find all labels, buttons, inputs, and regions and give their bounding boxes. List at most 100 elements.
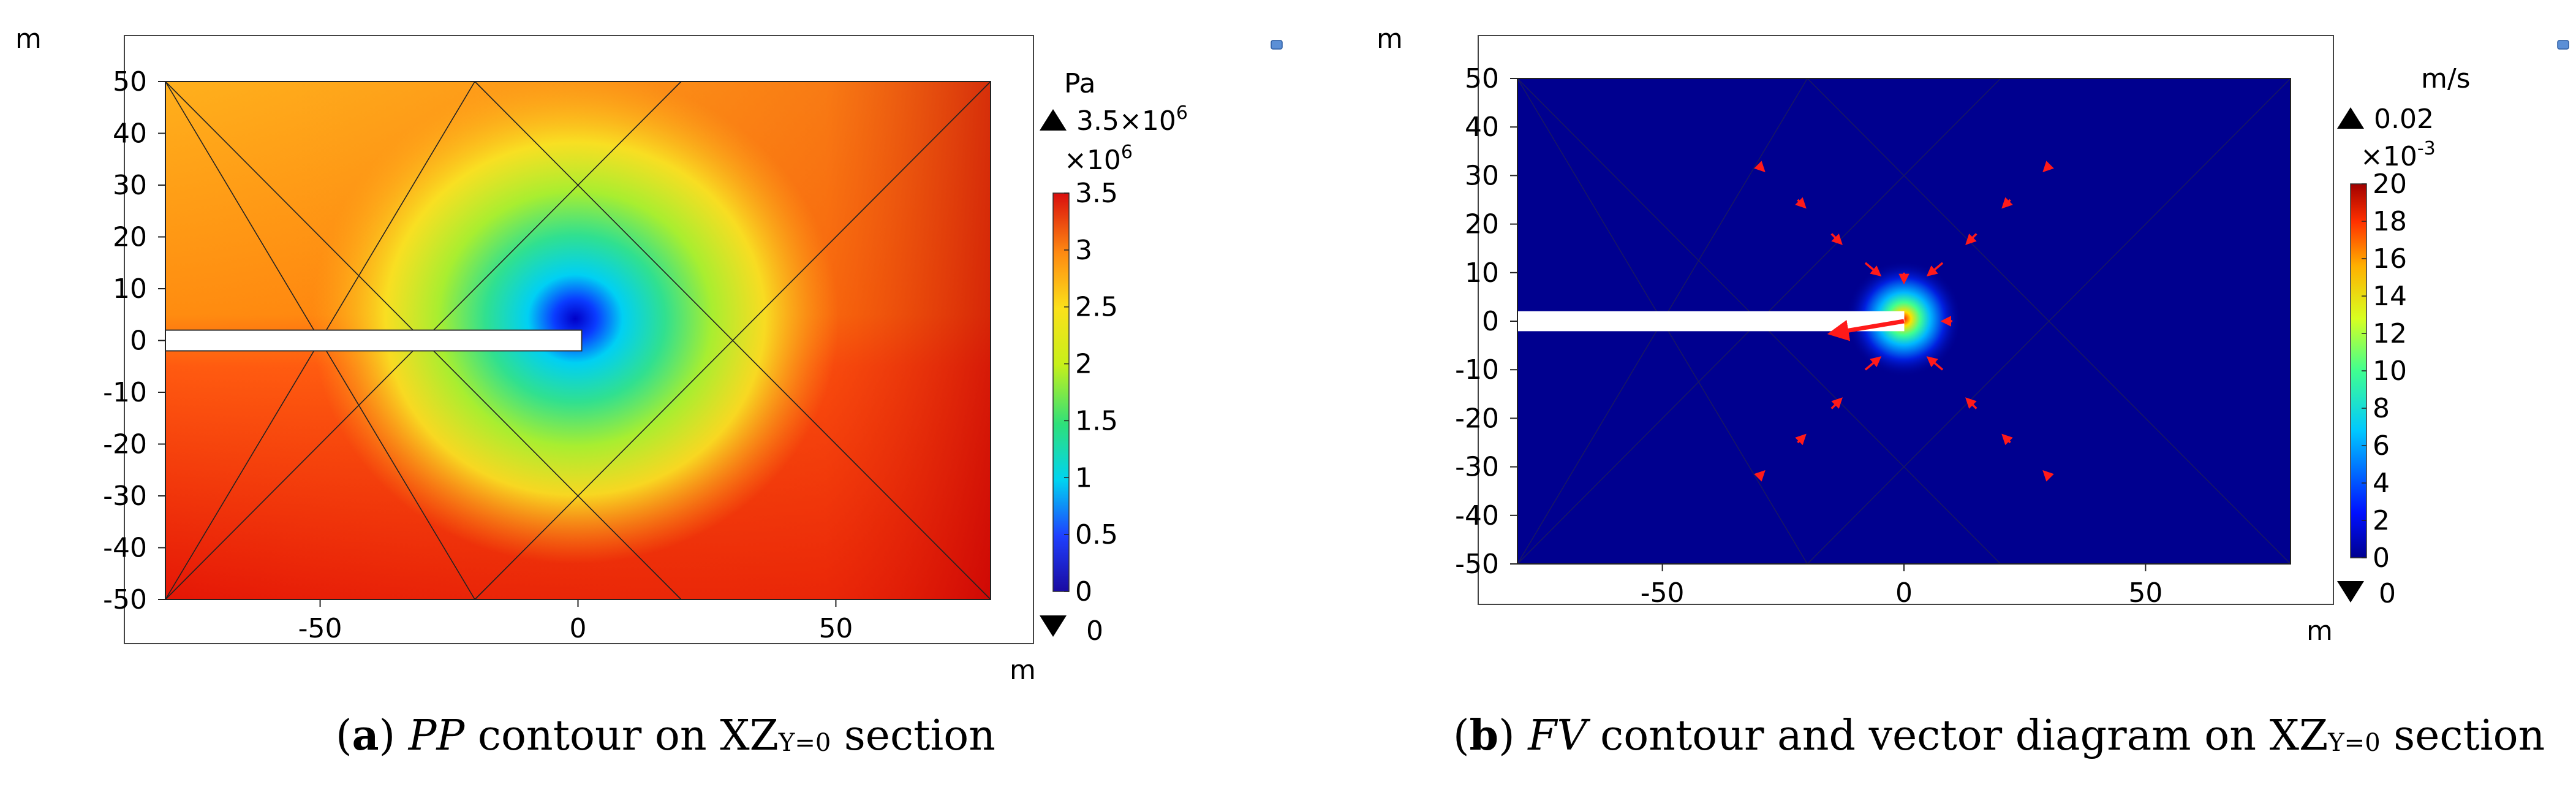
panel-a-y-unit: m [15,23,42,55]
panel-a-ytick-label: 50 [113,66,147,97]
panel-b-xtick-label: 50 [2128,577,2162,609]
panel-b-flow-vector [1926,262,1944,277]
panel-a-ytick-label: 0 [130,325,147,357]
panel-b-multiplier: ×10-3 [2360,138,2436,172]
panel-a-tunnel [165,329,583,352]
panel-b-xtick-label: -50 [1641,577,1685,609]
panel-a-badge-icon [1271,40,1283,50]
panel-a-colorbar: Pa 3.5×106 ×106 0 0.5 1 1.5 2 2.5 3 3.5 0 [1040,68,1188,647]
panel-a-colorbar-tick-label: 0.5 [1075,519,1118,550]
panel-b-colorbar-tick-label: 16 [2373,243,2407,275]
panel-b-tunnel [1517,311,1905,332]
panel-a-colorbar-bar [1052,192,1070,592]
panel-a-colorbar-tick-label: 0 [1075,576,1092,607]
panel-a-colorbar-tick-label: 2.5 [1075,292,1118,323]
panel-b-mesh-line [1807,78,2291,565]
panel-a-colorbar-ticks: 0 0.5 1 1.5 2 2.5 3 3.5 [1064,178,1118,607]
panel-b-colorbar-tick-label: 18 [2373,206,2407,237]
panel-a-colorbar-unit: Pa [1064,68,1096,99]
panel-a-max-triangle-icon [1040,109,1067,131]
panel-a-min-label: 0 [1086,615,1103,647]
panel-b-flow-vector [1830,233,1843,245]
panel-b-y-unit: m [1377,23,1403,55]
panel-b-flow-vector [1827,319,1905,341]
panel-a-ytick-label: -20 [103,429,147,460]
panel-b-flow-vector [2001,197,2013,209]
panel-a-ytick-label: -30 [103,481,147,512]
panel-b-flow-vector [1864,262,1882,277]
panel-b-ytick-label: -50 [1455,549,1499,580]
panel-b-min-triangle-icon [2337,581,2364,603]
panel-b-ytick-label: 30 [1465,160,1499,191]
panel-a-frame [124,35,1034,644]
panel-b-axis-ticks: -50 -40 -30 -20 -10 0 10 20 30 40 50 -50 0 50 [1455,63,2162,609]
panel-b-colorbar-tick-label: 12 [2373,318,2407,349]
panel-b-max-label: 0.02 [2374,104,2434,135]
panel-b-ytick-label: 20 [1465,209,1499,240]
panel-b-colorbar-tick-label: 2 [2373,505,2390,536]
panel-a-caption-sub: Y=0 [778,729,831,757]
panel-a-min-triangle-icon [1040,615,1067,637]
panel-a-caption-label: a [352,711,379,760]
panel-a-xtick-label: 50 [818,613,853,644]
panel-b-flow-vector [1965,397,1977,409]
panel-a-caption-text-post: section [844,712,995,760]
panel-b-flow-vector [1754,470,1766,482]
panel-b-ytick-label: 50 [1465,63,1499,94]
panel-b-vectors [1754,161,2054,482]
panel-b-flow-vector [1795,433,1807,446]
panel-b-ytick-label: -20 [1455,403,1499,434]
panel-b-flow-vector [2042,470,2054,482]
panel-a-colorbar-tick-label: 1.5 [1075,405,1118,436]
panel-a-ytick-label: 20 [113,222,147,253]
panel-a-ytick-label: -40 [103,533,147,564]
panel-a-ytick-label: 10 [113,273,147,305]
panel-b-ytick-label: 10 [1465,257,1499,289]
panel-b-colorbar-tick-label: 6 [2373,430,2390,462]
panel-a-ytick-label: 40 [113,118,147,150]
panel-b-caption-var: FV [1528,712,1587,760]
panel-b-caption-label: b [1469,711,1499,760]
panel-b-colorbar-tick-label: 14 [2373,281,2407,312]
panel-a-colorbar-tick-label: 2 [1075,349,1092,380]
panel-b-colorbar-tick-label: 20 [2373,169,2407,200]
panel-b-colorbar-tick-label: 8 [2373,393,2390,424]
panel-b-colorbar-unit: m/s [2421,63,2471,94]
panel-b-colorbar-tick-label: 0 [2373,542,2390,574]
panel-b-flow-vector [1965,233,1977,245]
panel-b-badge-icon [2557,40,2569,50]
panel-a-field-center [312,82,839,564]
panel-a-xtick-label: -50 [298,613,342,644]
panel-b-flow-vector [1754,161,1766,172]
panel-a-colorbar-tick-label: 1 [1075,462,1092,493]
panel-b-flow-vector [1926,356,1944,371]
panel-a-caption-text-pre: contour on XZ [477,712,779,760]
panel-a-axis-ticks: -50 -40 -30 -20 -10 0 10 20 30 40 50 -50 0 50 [103,66,853,644]
panel-a-x-unit: m [1010,655,1036,686]
panel-b-caption: (b) FV contour and vector diagram on XZY… [1453,711,2545,760]
panel-a-multiplier: ×106 [1064,142,1133,176]
panel-a-max-label: 3.5×106 [1076,102,1188,137]
panel-b-ytick-label: 0 [1482,306,1499,337]
panel-b-flow-vector [2042,161,2054,172]
panel-b-flow-vector [1795,197,1807,209]
panel-b-flow-vector [1830,397,1843,409]
panel-a-xtick-label: 0 [570,613,587,644]
panel-b-frame [1478,35,2334,605]
panel-a-field [165,82,991,599]
panel-a-colorbar-tick-label: 3 [1075,235,1092,266]
panel-b-colorbar-ticks: 0 2 4 6 8 10 12 14 16 18 20 [2362,169,2407,574]
panel-a-ytick-label: -10 [103,377,147,408]
panel-b-ytick-label: -30 [1455,452,1499,483]
panel-b-xtick-label: 0 [1895,577,1913,609]
panel-b-caption-text-post: section [2393,712,2545,760]
panel-b-colorbar-tick-label: 4 [2373,468,2390,499]
panel-b-x-unit: m [2306,615,2333,647]
panel-a-colorbar-tick-label: 3.5 [1075,178,1118,209]
panel-b-max-triangle-icon [2337,107,2364,129]
panel-b-caption-text-pre: contour and vector diagram on XZ [1600,712,2329,760]
panel-b-caption-sub: Y=0 [2328,729,2381,757]
panel-b-ytick-label: 40 [1465,112,1499,143]
